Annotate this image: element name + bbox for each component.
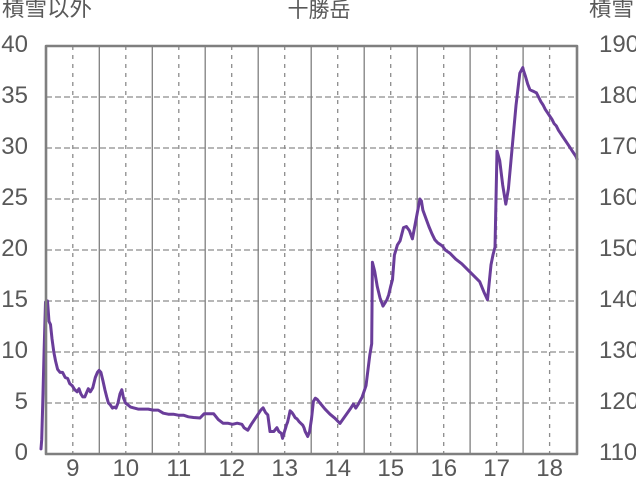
- svg-text:170: 170: [599, 133, 636, 160]
- svg-text:18: 18: [536, 455, 563, 482]
- svg-text:15: 15: [377, 455, 404, 482]
- svg-text:25: 25: [1, 184, 28, 211]
- svg-text:積雪: 積雪: [589, 0, 634, 21]
- svg-text:0: 0: [15, 439, 28, 466]
- svg-text:190: 190: [599, 31, 636, 58]
- svg-text:積雪以外: 積雪以外: [2, 0, 92, 21]
- svg-text:13: 13: [271, 455, 298, 482]
- svg-text:180: 180: [599, 82, 636, 109]
- svg-text:35: 35: [1, 82, 28, 109]
- svg-text:12: 12: [218, 455, 245, 482]
- svg-text:120: 120: [599, 388, 636, 415]
- svg-text:140: 140: [599, 286, 636, 313]
- svg-text:110: 110: [599, 439, 636, 466]
- svg-text:130: 130: [599, 337, 636, 364]
- svg-text:10: 10: [112, 455, 139, 482]
- svg-text:17: 17: [483, 455, 510, 482]
- svg-text:150: 150: [599, 235, 636, 262]
- svg-text:9: 9: [66, 455, 79, 482]
- svg-text:15: 15: [1, 286, 28, 313]
- svg-text:20: 20: [1, 235, 28, 262]
- svg-text:十勝岳: 十勝岳: [288, 0, 351, 22]
- svg-text:16: 16: [430, 455, 457, 482]
- svg-text:14: 14: [324, 455, 351, 482]
- svg-text:10: 10: [1, 337, 28, 364]
- svg-text:11: 11: [166, 455, 191, 482]
- svg-text:5: 5: [15, 388, 28, 415]
- svg-text:160: 160: [599, 184, 636, 211]
- svg-text:30: 30: [1, 133, 28, 160]
- svg-text:40: 40: [1, 31, 28, 58]
